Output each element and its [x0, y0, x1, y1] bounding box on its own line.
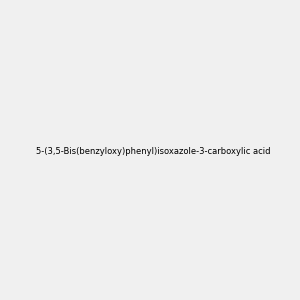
Text: 5-(3,5-Bis(benzyloxy)phenyl)isoxazole-3-carboxylic acid: 5-(3,5-Bis(benzyloxy)phenyl)isoxazole-3-… [37, 147, 271, 156]
